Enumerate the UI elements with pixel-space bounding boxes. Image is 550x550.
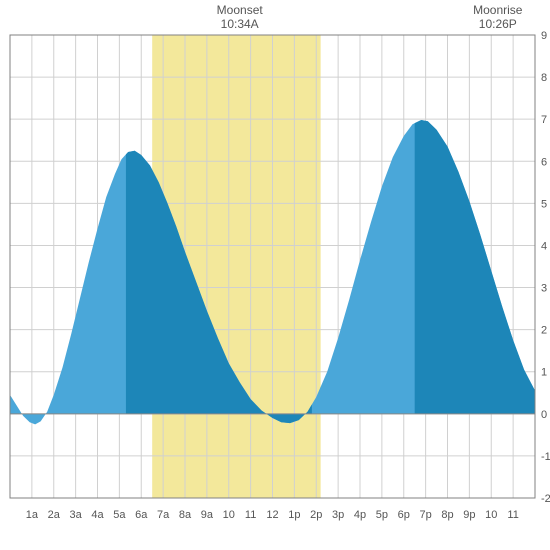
x-tick-label: 11: [245, 509, 256, 521]
x-tick-label: 6p: [398, 509, 410, 521]
x-tick-label: 3a: [70, 509, 83, 521]
y-tick-label: 8: [541, 72, 547, 84]
x-tick-label: 11: [507, 509, 518, 521]
y-tick-label: 2: [541, 325, 547, 337]
y-tick-label: 7: [541, 114, 547, 126]
x-tick-label: 9a: [201, 509, 214, 521]
chart-svg: -2-101234567891a2a3a4a5a6a7a8a9a1011121p…: [0, 0, 550, 550]
x-tick-label: 10: [223, 509, 235, 521]
x-tick-label: 9p: [463, 509, 475, 521]
x-tick-label: 8a: [179, 509, 192, 521]
x-tick-label: 7p: [420, 509, 432, 521]
x-tick-label: 1p: [288, 509, 300, 521]
y-tick-label: 9: [541, 30, 547, 42]
moonrise-time: 10:26P: [479, 17, 517, 31]
tide-area-dark: [415, 120, 535, 414]
x-tick-label: 4a: [91, 509, 104, 521]
x-tick-label: 7a: [157, 509, 170, 521]
y-tick-label: 1: [541, 367, 547, 379]
y-tick-label: 6: [541, 156, 547, 168]
y-tick-label: 3: [541, 283, 547, 295]
y-tick-label: -1: [541, 451, 550, 463]
x-tick-label: 10: [485, 509, 497, 521]
moonset-label: Moonset: [217, 3, 264, 17]
y-tick-label: 4: [541, 240, 547, 252]
moonset-time: 10:34A: [221, 17, 259, 31]
x-tick-label: 12: [266, 509, 278, 521]
x-tick-label: 4p: [354, 509, 366, 521]
y-tick-label: -2: [541, 493, 550, 505]
x-tick-label: 2p: [310, 509, 322, 521]
x-tick-label: 5p: [376, 509, 388, 521]
x-tick-label: 8p: [441, 509, 453, 521]
x-tick-label: 2a: [48, 509, 61, 521]
x-tick-label: 5a: [113, 509, 126, 521]
y-tick-label: 0: [541, 409, 547, 421]
moonrise-label: Moonrise: [473, 3, 523, 17]
x-tick-label: 6a: [135, 509, 148, 521]
tide-chart: -2-101234567891a2a3a4a5a6a7a8a9a1011121p…: [0, 0, 550, 550]
y-tick-label: 5: [541, 198, 547, 210]
x-tick-label: 3p: [332, 509, 344, 521]
x-tick-label: 1a: [26, 509, 39, 521]
